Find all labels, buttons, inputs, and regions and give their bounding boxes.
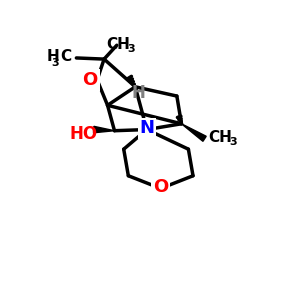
Text: O: O [153,178,168,196]
Text: CH: CH [106,37,130,52]
Text: O: O [82,71,98,89]
Polygon shape [182,124,206,141]
Text: C: C [61,49,72,64]
Polygon shape [94,126,115,133]
Text: 3: 3 [51,58,59,68]
Text: H: H [132,84,146,102]
Text: 3: 3 [127,44,135,54]
Text: N: N [139,119,154,137]
Text: HO: HO [69,125,98,143]
Text: H: H [46,49,59,64]
Text: 3: 3 [229,137,236,147]
Text: CH: CH [208,130,232,145]
